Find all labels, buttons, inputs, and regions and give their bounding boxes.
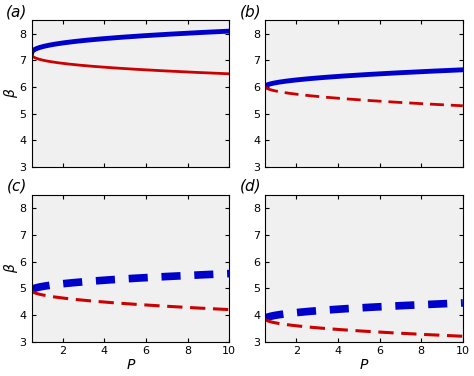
Text: (b): (b) [240,4,261,19]
Y-axis label: β: β [4,264,18,273]
Text: (c): (c) [7,179,27,194]
Y-axis label: β: β [4,89,18,98]
Text: (d): (d) [240,179,261,194]
X-axis label: P: P [126,358,135,372]
X-axis label: P: P [360,358,368,372]
Text: (a): (a) [6,4,27,19]
